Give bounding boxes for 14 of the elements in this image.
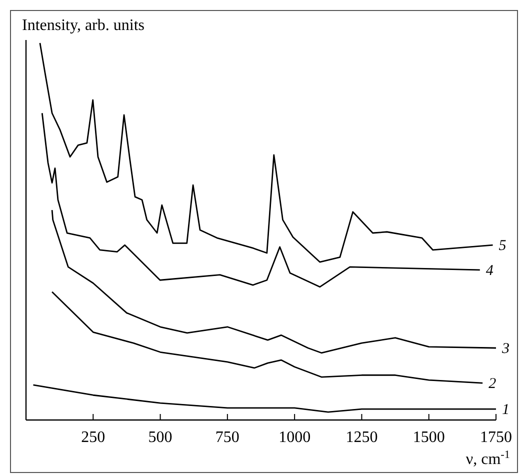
series-label: 5 [498, 238, 507, 254]
x-tick-label: 1000 [278, 429, 311, 446]
series-label: 4 [486, 262, 494, 279]
series-label: 2 [488, 376, 497, 392]
x-tick-label: 1500 [412, 429, 445, 446]
y-axis-title: Intensity, arb. units [22, 17, 144, 34]
x-tick-label: 500 [148, 429, 172, 446]
x-tick-label: 1750 [480, 429, 512, 446]
series-label: 1 [502, 402, 510, 418]
series-label: 3 [501, 340, 510, 357]
x-tick-label: 250 [81, 429, 106, 446]
x-axis-title: ν, cm$^{-1}$ [466, 449, 510, 468]
x-tick-label: 1250 [346, 429, 378, 446]
x-tick-label: 750 [215, 429, 240, 446]
